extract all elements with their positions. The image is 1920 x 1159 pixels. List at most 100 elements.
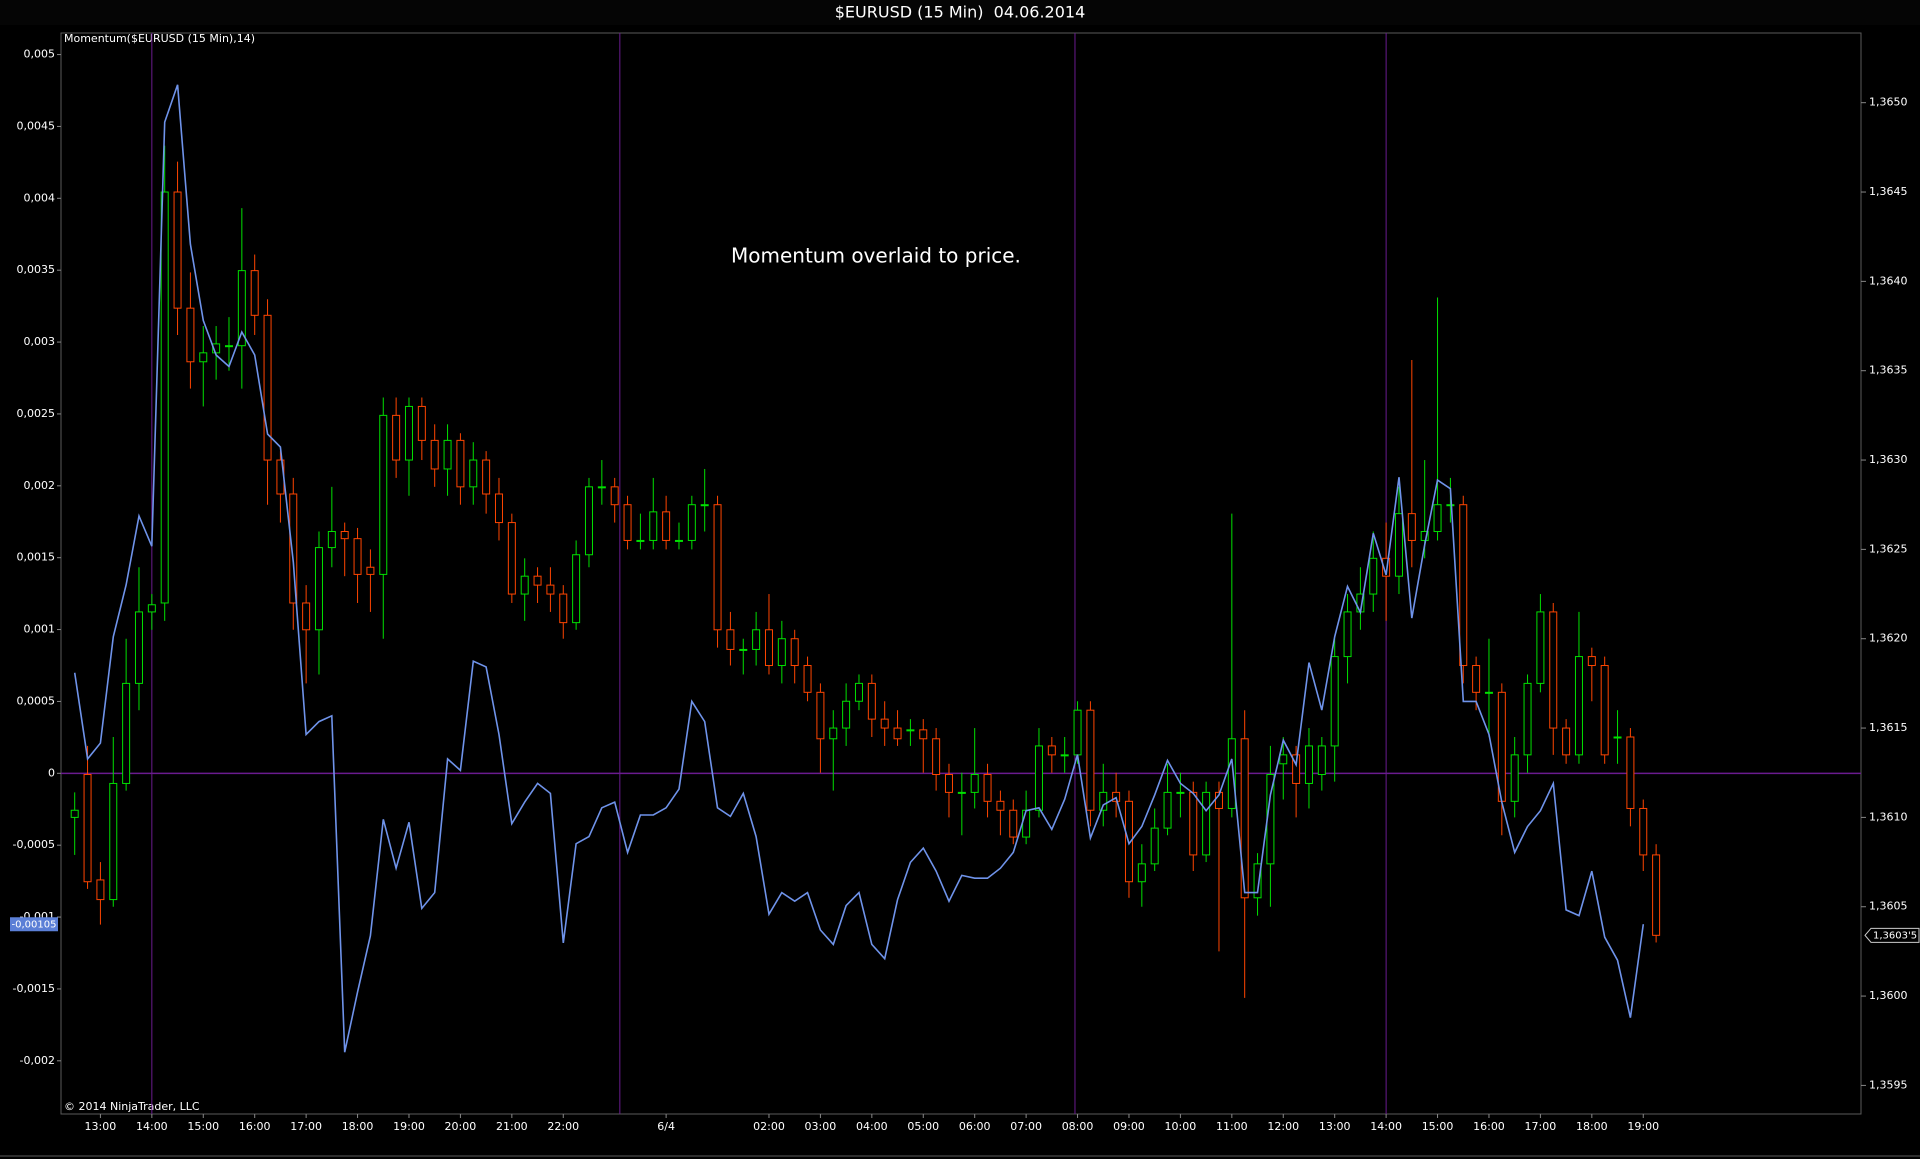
candle-body bbox=[1614, 737, 1621, 738]
candle-body bbox=[200, 353, 207, 362]
candle-body bbox=[1010, 810, 1017, 837]
candle-body bbox=[688, 505, 695, 541]
candle-body bbox=[431, 440, 438, 469]
candle-body bbox=[1511, 755, 1518, 801]
candle-body bbox=[663, 512, 670, 541]
y-tick-label: -0,002 bbox=[20, 1054, 55, 1067]
candle-body bbox=[1460, 505, 1467, 666]
candle-body bbox=[135, 612, 142, 683]
candle-body bbox=[315, 548, 322, 630]
candle-body bbox=[1280, 755, 1287, 764]
x-tick-label: 13:00 bbox=[1319, 1120, 1351, 1133]
y-tick-label: -0,0005 bbox=[13, 838, 55, 851]
candle-body bbox=[958, 792, 965, 793]
candle-body bbox=[1344, 612, 1351, 657]
candle-body bbox=[251, 271, 258, 316]
candle-body bbox=[444, 440, 451, 469]
candle-body bbox=[933, 739, 940, 775]
x-tick-label: 19:00 bbox=[1627, 1120, 1659, 1133]
candle-body bbox=[598, 487, 605, 488]
y2-tick-label: 1,3605 bbox=[1869, 900, 1908, 913]
candle-body bbox=[303, 603, 310, 630]
candle-body bbox=[1563, 728, 1570, 755]
candle-body bbox=[945, 775, 952, 793]
x-tick-label: 17:00 bbox=[290, 1120, 322, 1133]
candle-body bbox=[830, 728, 837, 739]
x-tick-label: 18:00 bbox=[1576, 1120, 1608, 1133]
candle-body bbox=[123, 683, 130, 783]
candle-body bbox=[110, 783, 117, 899]
x-tick-label: 21:00 bbox=[496, 1120, 528, 1133]
momentum-last-label: -0,00105 bbox=[12, 919, 57, 930]
candle-body bbox=[380, 415, 387, 574]
y-tick-label: 0,0025 bbox=[17, 407, 56, 420]
candle-body bbox=[1408, 514, 1415, 541]
y-tick-label: 0,003 bbox=[24, 335, 56, 348]
x-tick-label: 18:00 bbox=[342, 1120, 374, 1133]
y2-tick-label: 1,3635 bbox=[1869, 364, 1908, 377]
candle-body bbox=[508, 523, 515, 594]
candle-body bbox=[1395, 514, 1402, 577]
candle-body bbox=[804, 666, 811, 693]
y2-tick-label: 1,3650 bbox=[1869, 96, 1908, 109]
candle-body bbox=[354, 539, 361, 575]
candle-body bbox=[714, 505, 721, 630]
x-tick-label: 15:00 bbox=[187, 1120, 219, 1133]
candle-body bbox=[1074, 710, 1081, 755]
candle-body bbox=[1550, 612, 1557, 728]
candle-body bbox=[1305, 746, 1312, 784]
candle-body bbox=[765, 630, 772, 666]
x-tick-label: 17:00 bbox=[1525, 1120, 1557, 1133]
x-tick-label: 14:00 bbox=[1370, 1120, 1402, 1133]
candle-body bbox=[1138, 864, 1145, 882]
y2-tick-label: 1,3600 bbox=[1869, 989, 1908, 1002]
y-tick-label: 0 bbox=[48, 766, 55, 779]
candle-body bbox=[470, 460, 477, 487]
candle-body bbox=[495, 494, 502, 523]
x-tick-label: 13:00 bbox=[85, 1120, 117, 1133]
x-tick-label: 22:00 bbox=[547, 1120, 579, 1133]
x-tick-label: 10:00 bbox=[1165, 1120, 1197, 1133]
y-tick-label: 0,0035 bbox=[17, 263, 56, 276]
candle-body bbox=[1601, 666, 1608, 755]
candle-body bbox=[1473, 666, 1480, 693]
y-tick-label: 0,0045 bbox=[17, 119, 56, 132]
candle-body bbox=[585, 487, 592, 555]
candle-body bbox=[997, 801, 1004, 810]
x-tick-label: 07:00 bbox=[1010, 1120, 1042, 1133]
candle-body bbox=[1498, 692, 1505, 801]
candle-body bbox=[611, 487, 618, 505]
y2-tick-label: 1,3625 bbox=[1869, 542, 1908, 555]
candle-body bbox=[855, 683, 862, 701]
candle-body bbox=[1048, 746, 1055, 755]
candle-body bbox=[1370, 558, 1377, 594]
candle-body bbox=[881, 719, 888, 728]
candle-body bbox=[1588, 657, 1595, 666]
copyright: © 2014 NinjaTrader, LLC bbox=[64, 1100, 200, 1113]
candle-body bbox=[367, 567, 374, 574]
candle-body bbox=[1485, 692, 1492, 693]
candle-body bbox=[1190, 792, 1197, 855]
candle-body bbox=[1035, 746, 1042, 810]
candle-body bbox=[791, 639, 798, 666]
candle-body bbox=[547, 585, 554, 594]
x-tick-label: 16:00 bbox=[1473, 1120, 1505, 1133]
candle-body bbox=[393, 415, 400, 460]
candle-body bbox=[264, 315, 271, 460]
x-tick-label: 14:00 bbox=[136, 1120, 168, 1133]
candle-body bbox=[341, 532, 348, 539]
candle-body bbox=[1640, 808, 1647, 854]
candle-body bbox=[1575, 657, 1582, 755]
candle-body bbox=[675, 540, 682, 541]
price-last-label: 1,3603'5 bbox=[1873, 930, 1917, 941]
candle-body bbox=[534, 576, 541, 585]
x-tick-label: 19:00 bbox=[393, 1120, 425, 1133]
candle-body bbox=[161, 192, 168, 603]
candle-body bbox=[624, 505, 631, 541]
y2-tick-label: 1,3640 bbox=[1869, 274, 1908, 287]
candle-body bbox=[1627, 737, 1634, 808]
candle-body bbox=[984, 775, 991, 802]
x-tick-label: 12:00 bbox=[1267, 1120, 1299, 1133]
candle-body bbox=[778, 639, 785, 666]
